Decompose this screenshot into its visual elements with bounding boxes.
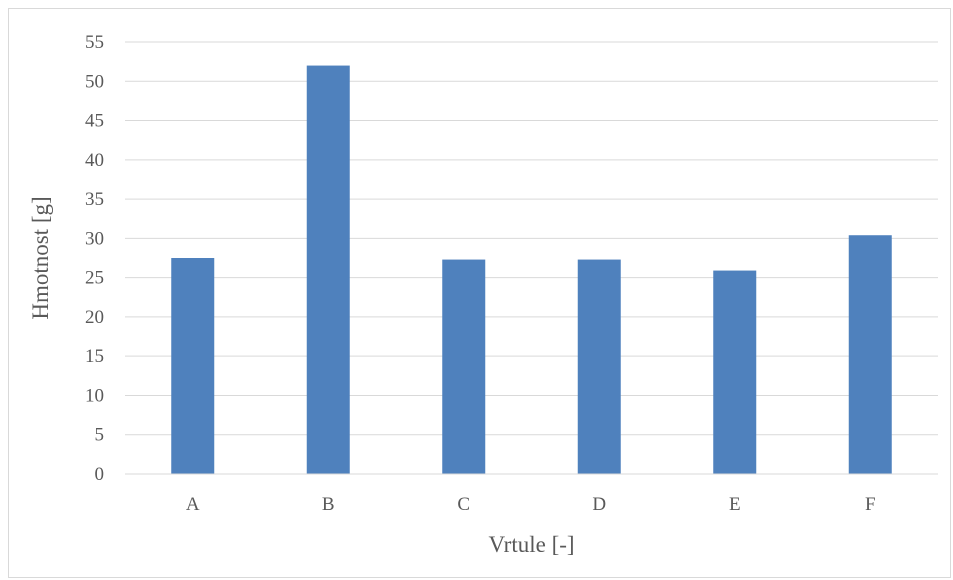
gridlines bbox=[125, 41, 938, 436]
bar-B bbox=[306, 65, 350, 475]
bar-C bbox=[442, 259, 486, 474]
y-tick-label-50: 50 bbox=[85, 71, 104, 92]
bar-F bbox=[848, 235, 892, 474]
y-tick-label-0: 0 bbox=[95, 464, 105, 485]
x-tick-label-A: A bbox=[186, 494, 200, 515]
x-tick-label-C: C bbox=[457, 494, 470, 515]
y-tick-label-15: 15 bbox=[85, 346, 104, 367]
x-tick-label-D: D bbox=[592, 494, 606, 515]
y-tick-label-10: 10 bbox=[85, 385, 104, 406]
y-tick-label-5: 5 bbox=[95, 425, 105, 446]
y-axis-title: Hmotnost [g] bbox=[28, 196, 53, 319]
bar-A bbox=[171, 258, 215, 474]
y-tick-label-20: 20 bbox=[85, 307, 104, 328]
y-tick-label-40: 40 bbox=[85, 150, 104, 171]
bar-D bbox=[577, 259, 621, 474]
x-tick-label-B: B bbox=[322, 494, 335, 515]
y-tick-label-55: 55 bbox=[85, 32, 104, 53]
y-tick-label-35: 35 bbox=[85, 189, 104, 210]
y-tick-label-45: 45 bbox=[85, 111, 104, 132]
y-tick-label-30: 30 bbox=[85, 228, 104, 249]
x-axis-title: Vrtule [-] bbox=[488, 532, 574, 557]
x-tick-label-F: F bbox=[865, 494, 876, 515]
bars bbox=[171, 65, 892, 475]
y-axis-tick-labels: 0 5 10 15 20 25 30 35 40 45 50 55 bbox=[85, 32, 104, 485]
x-axis-tick-labels: A B C D E F bbox=[186, 494, 876, 515]
bar-E bbox=[713, 270, 757, 474]
y-tick-label-25: 25 bbox=[85, 268, 104, 289]
x-tick-label-E: E bbox=[729, 494, 741, 515]
